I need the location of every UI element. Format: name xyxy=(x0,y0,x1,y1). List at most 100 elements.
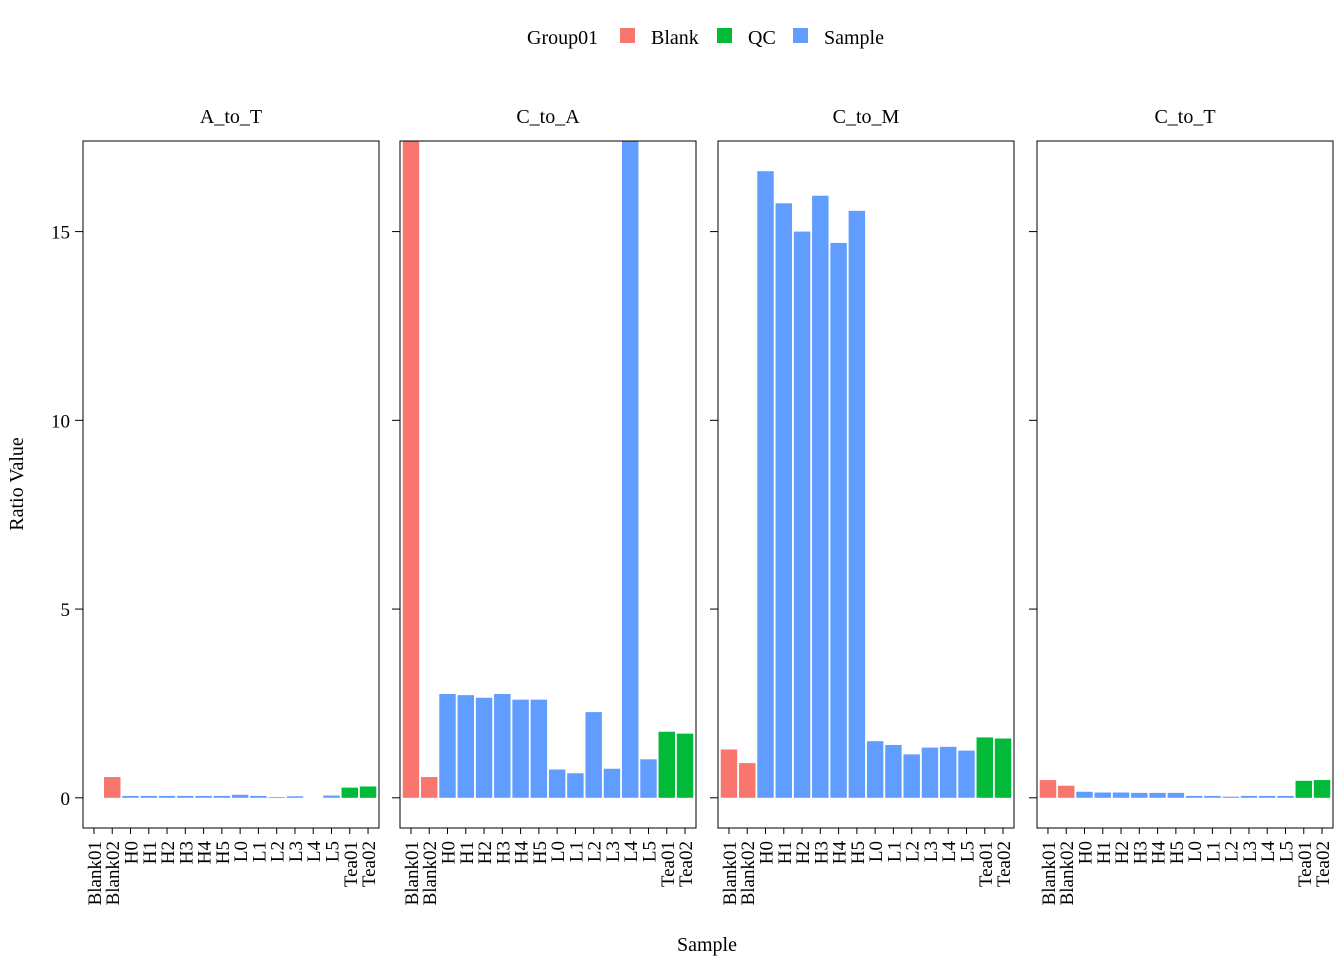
bar-A_to_T-L2 xyxy=(268,797,285,798)
x-tick-label: L2 xyxy=(585,841,606,862)
bar-C_to_M-L3 xyxy=(921,747,939,798)
bar-C_to_A-H3 xyxy=(494,693,511,798)
bar-C_to_T-H0 xyxy=(1076,791,1093,798)
x-tick-label: L2 xyxy=(903,841,924,862)
x-tick-label: H5 xyxy=(530,841,551,864)
x-tick-label: H2 xyxy=(475,841,496,864)
y-tick-label: 0 xyxy=(61,789,71,810)
bar-A_to_T-H0 xyxy=(122,795,139,798)
bar-A_to_T-Blank02 xyxy=(104,777,121,798)
x-tick-label: Blank01 xyxy=(85,841,106,905)
bar-A_to_T-H3 xyxy=(177,795,194,798)
x-tick-label: H0 xyxy=(757,841,778,864)
x-tick-label: L3 xyxy=(1240,841,1261,862)
x-tick-label: H5 xyxy=(213,841,234,864)
y-tick-label: 15 xyxy=(51,223,70,244)
bar-C_to_T-L1 xyxy=(1204,795,1221,798)
legend-title: Group01 xyxy=(527,27,598,49)
x-tick-label: L0 xyxy=(1185,841,1206,862)
x-tick-label: L3 xyxy=(921,841,942,862)
bar-C_to_T-H1 xyxy=(1094,792,1111,798)
x-tick-label: L5 xyxy=(322,841,343,862)
bar-C_to_M-L4 xyxy=(940,746,957,798)
bar-C_to_M-H4 xyxy=(830,242,847,798)
bar-A_to_T-H5 xyxy=(213,795,231,798)
bar-C_to_A-L1 xyxy=(567,773,584,798)
bar-A_to_T-H1 xyxy=(140,795,157,798)
bar-C_to_T-Tea01 xyxy=(1295,780,1312,798)
x-tick-label: H5 xyxy=(1167,841,1188,864)
bar-C_to_M-L1 xyxy=(885,744,902,798)
bar-C_to_T-L5 xyxy=(1277,795,1294,798)
bar-C_to_M-L2 xyxy=(903,754,920,798)
x-tick-label: L4 xyxy=(1258,841,1279,863)
x-tick-label: Tea01 xyxy=(1295,841,1316,887)
bars xyxy=(720,171,1012,798)
facet-A_to_T: A_to_T 0 5 10 15 Blank01Blank02H0H1H2H3H4H5L0… xyxy=(51,106,380,905)
bar-C_to_A-H4 xyxy=(512,699,529,798)
x-tick-label: Tea01 xyxy=(341,841,362,887)
x-tick-label: Blank01 xyxy=(720,841,741,905)
bar-C_to_M-H2 xyxy=(793,231,811,798)
bar-C_to_A-L3 xyxy=(603,768,621,798)
legend-key-blank xyxy=(620,28,635,43)
bar-C_to_A-H0 xyxy=(439,693,456,798)
x-tick-label: L2 xyxy=(268,841,289,862)
x-tick-label: L0 xyxy=(866,841,887,862)
bars xyxy=(402,141,694,798)
facet-title: C_to_T xyxy=(1154,106,1215,128)
x-tick-label: H2 xyxy=(1112,841,1133,864)
x-tick-label: L4 xyxy=(621,841,642,863)
x-tick-label: Blank01 xyxy=(402,841,423,905)
bars xyxy=(1039,780,1331,798)
x-tick-label: H4 xyxy=(195,841,216,865)
x-tick-label: L4 xyxy=(304,841,325,863)
bar-A_to_T-Tea01 xyxy=(341,787,358,798)
bar-A_to_T-L0 xyxy=(231,794,249,798)
bar-C_to_A-Tea02 xyxy=(676,733,694,798)
x-tick-label: L0 xyxy=(548,841,569,862)
x-tick-label: H2 xyxy=(158,841,179,864)
facet-C_to_A: C_to_A Blank01Blank02H0H1H2H3H4H5L0L1L2L3… xyxy=(392,106,697,905)
facet-title: C_to_M xyxy=(833,106,900,128)
bar-C_to_A-Blank02 xyxy=(421,777,438,798)
bar-A_to_T-L1 xyxy=(250,795,267,798)
bar-C_to_A-H2 xyxy=(475,697,493,798)
bar-C_to_T-H4 xyxy=(1149,792,1166,798)
bar-C_to_A-L2 xyxy=(585,712,602,798)
bar-C_to_A-H5 xyxy=(530,699,548,798)
x-tick-label: H3 xyxy=(1130,841,1151,864)
x-tick-label: Tea02 xyxy=(1313,841,1334,887)
x-axis-title: Sample xyxy=(677,934,737,956)
bar-A_to_T-L3 xyxy=(286,796,304,798)
bar-C_to_A-H1 xyxy=(457,695,474,798)
bar-C_to_T-H2 xyxy=(1112,792,1130,798)
x-tick-label: H3 xyxy=(493,841,514,864)
x-tick-label: Tea02 xyxy=(359,841,380,887)
bar-C_to_T-H5 xyxy=(1167,792,1185,798)
x-tick-label: L3 xyxy=(603,841,624,862)
legend: Group01 Blank QC Sample xyxy=(527,27,884,49)
panel-border xyxy=(399,140,697,829)
bar-C_to_M-Blank02 xyxy=(739,763,756,798)
bar-C_to_M-H0 xyxy=(757,171,774,798)
x-tick-label: L3 xyxy=(286,841,307,862)
bar-C_to_M-Tea01 xyxy=(976,737,993,798)
x-tick-label: L1 xyxy=(566,841,587,862)
x-tick-label: H4 xyxy=(830,841,851,865)
bar-C_to_M-H3 xyxy=(812,195,829,798)
legend-label-sample: Sample xyxy=(824,27,884,49)
x-tick-label: Tea02 xyxy=(676,841,697,887)
facets: A_to_T051015Blank01Blank02H0H1H2H3H4H5L0… xyxy=(51,106,1334,905)
bar-A_to_T-H4 xyxy=(195,795,212,798)
x-tick-label: H4 xyxy=(512,841,533,865)
bar-C_to_T-L0 xyxy=(1185,795,1203,798)
bar-C_to_M-L0 xyxy=(866,741,884,798)
x-tick-label: Blank02 xyxy=(738,841,759,905)
x-tick-label: H3 xyxy=(176,841,197,864)
bar-C_to_M-L5 xyxy=(958,750,975,798)
bar-C_to_M-H1 xyxy=(775,203,792,798)
x-tick-label: Tea02 xyxy=(994,841,1015,887)
x-tick-label: L2 xyxy=(1222,841,1243,862)
legend-key-sample xyxy=(793,28,808,43)
